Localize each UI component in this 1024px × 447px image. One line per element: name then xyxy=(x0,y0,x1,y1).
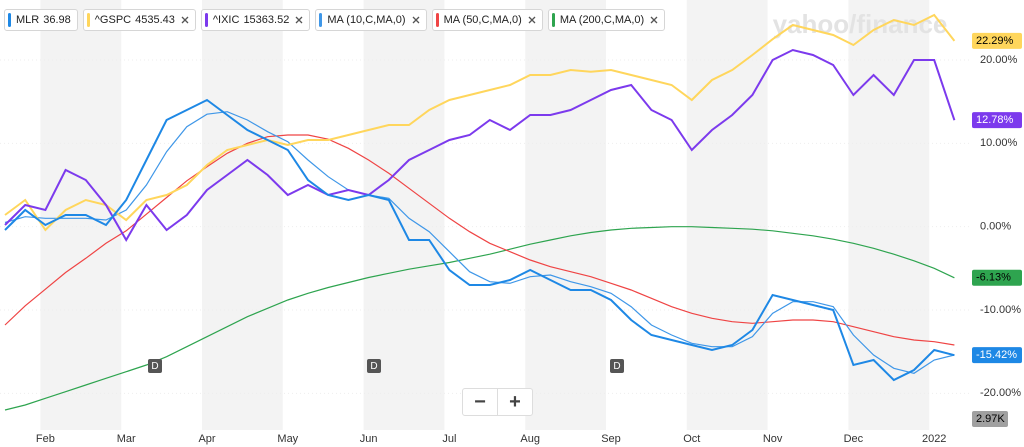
legend-name: MA (10,C,MA,0) xyxy=(327,14,406,26)
x-tick-label: Sep xyxy=(601,433,621,445)
badge-bg xyxy=(972,32,1022,49)
x-tick-label: Apr xyxy=(198,433,215,445)
legend-swatch xyxy=(319,13,323,27)
month-band xyxy=(686,0,768,430)
volume-label: 2.97K xyxy=(976,413,1005,425)
legend-name: MA (50,C,MA,0) xyxy=(443,14,522,26)
badge-bg xyxy=(972,269,1022,286)
remove-icon[interactable] xyxy=(181,16,189,24)
last-value-badge: -6.13% xyxy=(972,269,1022,286)
x-tick-label: Jul xyxy=(442,433,456,445)
legend-entry[interactable]: MA (10,C,MA,0) xyxy=(315,9,427,31)
legend-entry[interactable]: ^GSPC 4535.43 xyxy=(82,9,196,31)
legend-name: ^GSPC xyxy=(94,14,132,26)
month-band xyxy=(202,0,283,430)
legend-quote: 36.98 xyxy=(43,14,71,26)
series-line xyxy=(4,226,955,411)
zoom-in[interactable]: + xyxy=(497,389,532,415)
last-value-badge: 12.78% xyxy=(972,112,1022,129)
event-box xyxy=(148,359,162,373)
x-tick-label: Jun xyxy=(360,433,378,445)
series-line xyxy=(4,111,955,374)
legend-entry[interactable]: MA (200,C,MA,0) xyxy=(547,9,666,31)
series-line xyxy=(4,134,955,346)
badge-label: 22.29% xyxy=(976,35,1014,47)
legend-name: ^IXIC xyxy=(212,14,240,26)
x-tick-label: Dec xyxy=(844,433,864,445)
legend-entry[interactable]: MA (50,C,MA,0) xyxy=(431,9,543,31)
x-tick-label: Nov xyxy=(763,433,783,445)
badge-label: -6.13% xyxy=(976,272,1011,284)
x-tick-label: Mar xyxy=(117,433,136,445)
badge-label: -15.42% xyxy=(976,349,1017,361)
event-box xyxy=(610,359,624,373)
legend-quote: 4535.43 xyxy=(135,14,175,26)
legend: MLR 36.98 ^GSPC 4535.43 ^IXIC 15363.52 MA (10,… xyxy=(4,9,666,31)
legend-name: MLR xyxy=(16,14,40,26)
zoom-out[interactable]: − xyxy=(474,390,486,413)
remove-icon[interactable] xyxy=(412,16,420,24)
legend-quote: 15363.52 xyxy=(243,14,290,26)
legend-swatch xyxy=(8,13,11,27)
x-tick-label: May xyxy=(277,433,298,445)
legend-name: MA (200,C,MA,0) xyxy=(559,14,645,26)
legend-entry[interactable]: MLR 36.98 xyxy=(4,9,78,31)
event-label: D xyxy=(613,361,620,372)
zoom-controls: − + xyxy=(462,388,533,416)
legend-swatch xyxy=(435,13,439,27)
month-band xyxy=(848,0,930,430)
remove-icon[interactable] xyxy=(650,16,658,24)
last-value-badge: -15.42% xyxy=(972,347,1022,364)
x-tick-label: Aug xyxy=(520,433,540,445)
badge-bg xyxy=(972,347,1022,364)
month-band xyxy=(363,0,445,430)
series-line xyxy=(4,48,956,243)
x-tick-label: Feb xyxy=(36,433,55,445)
month-band xyxy=(525,0,606,430)
y-tick-label: 0.00% xyxy=(980,221,1011,233)
y-tick-label: -10.00% xyxy=(980,304,1021,316)
legend-swatch xyxy=(551,13,555,27)
badge-bg xyxy=(972,112,1022,129)
badge-label: 12.78% xyxy=(976,114,1014,126)
watermark: yahoo/finance xyxy=(773,9,948,39)
legend-swatch xyxy=(86,13,90,27)
series-line xyxy=(4,98,955,382)
event-box xyxy=(367,359,381,373)
event-label: D xyxy=(370,361,377,372)
y-tick-label: -20.00% xyxy=(980,387,1021,399)
last-value-badge: 22.29% xyxy=(972,32,1022,49)
remove-icon[interactable] xyxy=(295,16,303,24)
legend-swatch xyxy=(204,13,208,27)
event-label: D xyxy=(151,361,158,372)
y-tick-label: 10.00% xyxy=(980,137,1018,149)
x-tick-label: 2022 xyxy=(922,433,946,445)
volume-badge-bg xyxy=(972,411,1008,427)
x-tick-label: Oct xyxy=(683,433,700,445)
series-line xyxy=(4,13,956,232)
y-tick-label: 20.00% xyxy=(980,54,1018,66)
legend-entry[interactable]: ^IXIC 15363.52 xyxy=(200,9,311,31)
remove-icon[interactable] xyxy=(528,16,536,24)
